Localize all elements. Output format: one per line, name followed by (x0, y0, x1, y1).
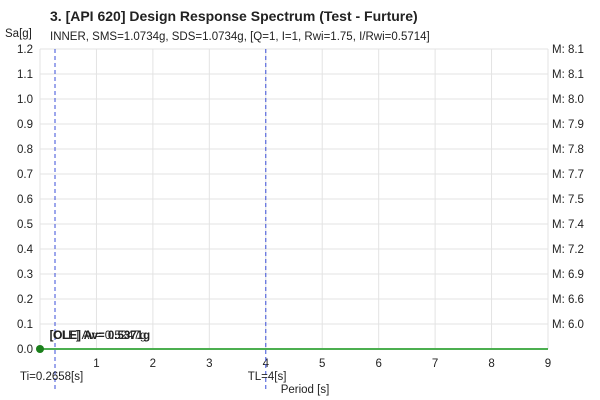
y-tick-label: 0.5 (17, 219, 33, 231)
x-tick-label: 9 (545, 358, 551, 370)
y-tick-label: 0.8 (17, 144, 33, 156)
av-annotation: [OLE] Av= 0.5371g (50, 330, 150, 342)
vline-label: TL=4[s] (248, 371, 287, 383)
x-tick-label: 2 (150, 358, 156, 370)
plot-area: 0.0 0.1 0.2 0.3 0.4 0.5 0.6 0.7 0.8 0.9 1.0 1.1 1.2 1… (17, 44, 585, 392)
y-tick-label: 0.6 (17, 194, 33, 206)
right-axis-label: M: 7.2 (552, 244, 584, 256)
right-axis-label: M: 8.1 (552, 44, 584, 56)
x-tick-label: 6 (375, 358, 381, 370)
y-tick-label: 0.0 (17, 344, 33, 356)
right-axis-label: M: 8.0 (552, 94, 584, 106)
right-axis-label: M: 6.6 (552, 294, 584, 306)
right-axis-label: M: 7.4 (552, 219, 585, 231)
chart-subtitle: INNER, SMS=1.0734g, SDS=1.0734g, [Q=1, I… (50, 31, 430, 43)
y-tick-label: 1.1 (17, 69, 33, 81)
right-axis-label: M: 6.0 (552, 319, 584, 331)
right-axis-label: M: 8.1 (552, 69, 584, 81)
y-tick-label: 0.3 (17, 269, 33, 281)
right-axis-label: M: 6.9 (552, 269, 584, 281)
y-axis-label: Sa[g] (5, 28, 32, 40)
right-axis-label: M: 7.8 (552, 144, 584, 156)
right-axis-label: M: 7.9 (552, 119, 584, 131)
x-tick-label: 1 (93, 358, 99, 370)
x-tick-label: 5 (319, 358, 325, 370)
chart-title: 3. [API 620] Design Response Spectrum (T… (50, 8, 418, 24)
data-point (36, 345, 44, 353)
x-tick-label: 7 (432, 358, 438, 370)
x-tick-label: 8 (488, 358, 494, 370)
y-tick-label: 0.4 (17, 244, 34, 256)
right-axis-label: M: 7.7 (552, 169, 584, 181)
x-tick-label: 3 (206, 358, 212, 370)
vline-label: Ti=0.2658[s] (20, 371, 83, 383)
y-tick-label: 0.7 (17, 169, 33, 181)
y-tick-label: 1.2 (17, 44, 33, 56)
av-annotation: [OLE] Av= 0.5247g (50, 330, 147, 342)
right-axis-label: M: 7.5 (552, 194, 584, 206)
y-tick-label: 0.1 (17, 319, 33, 331)
y-tick-label: 0.9 (17, 119, 33, 131)
y-tick-label: 0.2 (17, 294, 33, 306)
x-axis-label: Period [s] (281, 384, 330, 396)
y-tick-label: 1.0 (17, 94, 33, 106)
